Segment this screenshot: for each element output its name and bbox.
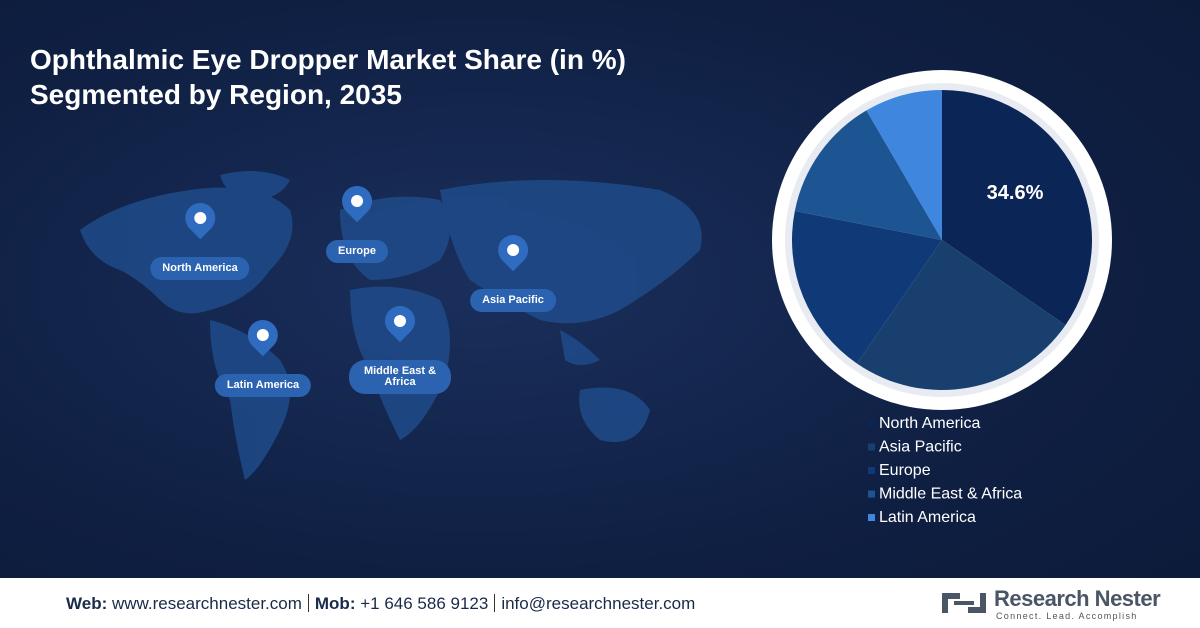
phone: +1 646 586 9123 [360, 594, 489, 613]
legend-label: Latin America [879, 509, 976, 526]
legend-swatch [868, 467, 875, 474]
data-label: 34.6% [987, 182, 1044, 204]
legend-swatch [868, 443, 875, 451]
pie-slice [942, 90, 1092, 326]
web-link[interactable]: www.researchnester.com [111, 594, 302, 613]
legend-label: Europe [879, 462, 931, 479]
map-pin: Middle East & Africa [349, 299, 451, 394]
footer: Web: www.researchnester.com Mob: +1 646 5… [0, 578, 1200, 628]
legend-swatch [868, 514, 875, 521]
web-label: Web: [66, 594, 108, 613]
pin-label: Middle East & Africa [349, 360, 451, 394]
pin-label: Asia Pacific [470, 289, 556, 312]
brand-name: Research Nester [994, 586, 1161, 611]
email-link[interactable]: info@researchnester.com [501, 594, 696, 613]
legend-label: Middle East & Africa [879, 486, 1022, 503]
brand-tagline: Connect. Lead. Accomplish [996, 611, 1138, 621]
contact-line: Web: www.researchnester.com Mob: +1 646 5… [66, 594, 695, 614]
mob-label: Mob: [314, 594, 356, 613]
pie-slice [856, 240, 1066, 390]
brand-logo [942, 593, 986, 613]
map-pin: Asia Pacific [470, 228, 556, 312]
pin-label: North America [150, 257, 250, 280]
legend-label: North America [879, 415, 980, 432]
separator [494, 594, 496, 612]
map-pin: Europe [326, 179, 388, 263]
pie-chart: 34.6% North America Asia Pacific Europe Midd… [785, 83, 1099, 526]
world-map [80, 171, 702, 480]
legend-swatch [868, 420, 875, 427]
separator [307, 594, 309, 612]
pin-label: Latin America [214, 374, 312, 397]
legend-swatch [868, 490, 875, 498]
pie-slice [791, 210, 942, 364]
map-pin: Latin America [214, 313, 312, 397]
legend-label: Asia Pacific [879, 439, 962, 456]
map-pin: North America [150, 196, 250, 280]
pie-slice [866, 90, 942, 240]
pie-slice [794, 110, 942, 240]
pin-label: Europe [326, 240, 388, 263]
chart-title: Ophthalmic Eye Dropper Market Share (in … [30, 44, 626, 110]
